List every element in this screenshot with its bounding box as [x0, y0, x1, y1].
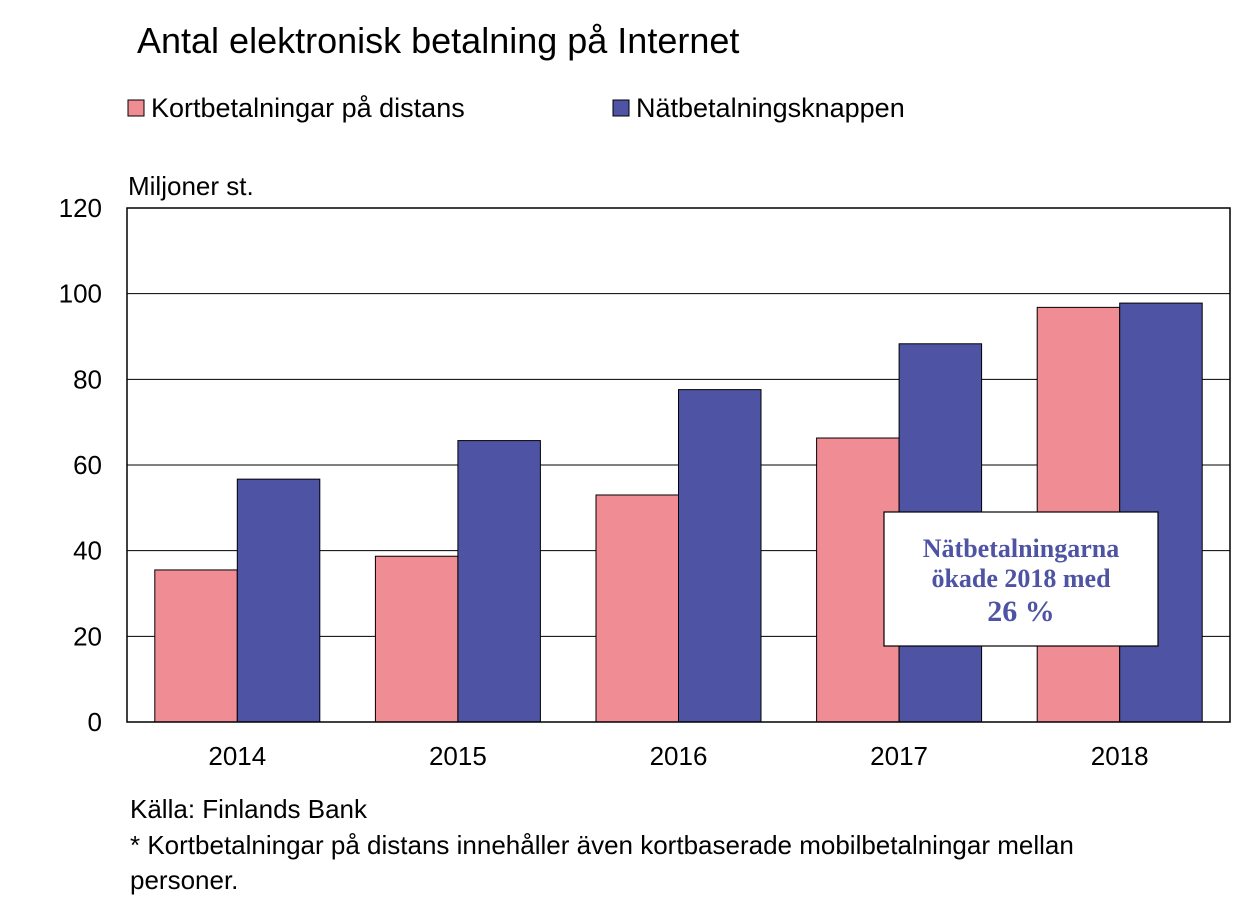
y-tick-label-60: 60 — [73, 450, 102, 480]
bar-2016-series-0 — [595, 494, 679, 723]
bar-2014-series-0 — [154, 569, 238, 723]
footnote-line-2: personer. — [130, 865, 238, 895]
chart-title: Antal elektronisk betalning på Internet — [137, 20, 739, 61]
x-tick-label-2014: 2014 — [208, 741, 266, 771]
legend: Kortbetalningar på distans Nätbetalnings… — [127, 93, 905, 123]
bar-2015-series-1 — [457, 440, 541, 723]
x-tick-label-2016: 2016 — [650, 741, 708, 771]
annotation-line-3: 26 % — [987, 595, 1055, 628]
legend-label-kortbetalningar: Kortbetalningar på distans — [151, 93, 465, 123]
legend-label-natbetalningsknappen: Nätbetalningsknappen — [636, 93, 905, 123]
bar-2015-series-0 — [374, 555, 459, 723]
y-tick-label-100: 100 — [59, 279, 102, 309]
y-unit-label: Miljoner st. — [128, 171, 254, 201]
legend-swatch-kortbetalningar — [127, 99, 145, 117]
y-tick-label-120: 120 — [59, 193, 102, 223]
x-tick-label-2018: 2018 — [1091, 741, 1149, 771]
x-tick-label-2015: 2015 — [429, 741, 487, 771]
bar-2016-series-1 — [678, 389, 762, 723]
annotation-box: Nätbetalningarna ökade 2018 med 26 % — [883, 511, 1159, 647]
source-note: Källa: Finlands Bank — [130, 794, 368, 824]
plot-frame — [126, 207, 1231, 723]
x-tick-label-2017: 2017 — [870, 741, 928, 771]
y-tick-label-0: 0 — [88, 707, 102, 737]
footnote-line-1: * Kortbetalningar på distans innehåller … — [130, 830, 1074, 860]
y-tick-label-20: 20 — [73, 621, 102, 651]
annotation-line-2: ökade 2018 med — [931, 564, 1111, 593]
y-tick-label-40: 40 — [73, 536, 102, 566]
bar-2014-series-1 — [236, 478, 321, 723]
x-axis-ticks: 2014 2015 2016 2017 2018 — [208, 741, 1148, 771]
annotation-line-1: Nätbetalningarna — [923, 534, 1119, 563]
y-axis-ticks: 0 20 40 60 80 100 120 — [59, 193, 102, 737]
y-tick-label-80: 80 — [73, 364, 102, 394]
legend-swatch-natbetalningsknappen — [612, 99, 630, 117]
